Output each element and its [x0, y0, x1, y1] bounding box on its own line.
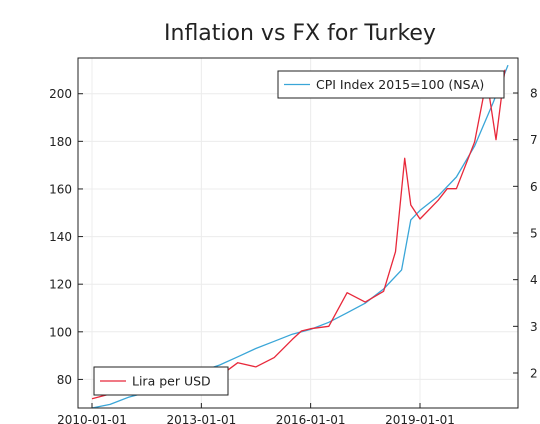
right-tick-label: 4: [530, 273, 538, 287]
legend-cpi: CPI Index 2015=100 (NSA): [277, 70, 505, 99]
chart-title: Inflation vs FX for Turkey: [164, 21, 436, 46]
left-axis: 80 100 120 140 160 180 200: [49, 87, 83, 387]
left-tick-label: 120: [49, 278, 72, 292]
lira-series-line: [91, 69, 506, 400]
x-tick-label: 2013-01-01: [166, 413, 236, 424]
right-tick-label: 6: [530, 180, 538, 194]
legend-cpi-label: CPI Index 2015=100 (NSA): [316, 77, 484, 92]
left-tick-label: 80: [57, 373, 72, 387]
right-tick-label: 3: [530, 320, 538, 334]
legend-lira-label: Lira per USD: [132, 374, 211, 389]
x-axis: 2010-01-01 2013-01-01 2016-01-01 2019-01-01: [57, 403, 455, 424]
right-tick-label: 8: [530, 87, 538, 101]
legend-lira: Lira per USD: [93, 366, 229, 396]
left-tick-label: 160: [49, 182, 72, 196]
x-tick-label: 2010-01-01: [57, 413, 127, 424]
left-tick-label: 180: [49, 135, 72, 149]
left-tick-label: 200: [49, 87, 72, 101]
right-tick-label: 2: [530, 367, 538, 381]
left-tick-label: 100: [49, 325, 72, 339]
grid: [78, 58, 518, 408]
right-axis: 2 3 4 5 6 7 8: [513, 87, 538, 381]
plot-frame: [77, 57, 519, 409]
right-tick-label: 7: [530, 133, 538, 147]
right-tick-label: 5: [530, 227, 538, 241]
legend-cpi-box: [277, 70, 505, 99]
x-tick-label: 2016-01-01: [276, 413, 346, 424]
x-tick-label: 2019-01-01: [385, 413, 455, 424]
left-tick-label: 140: [49, 230, 72, 244]
